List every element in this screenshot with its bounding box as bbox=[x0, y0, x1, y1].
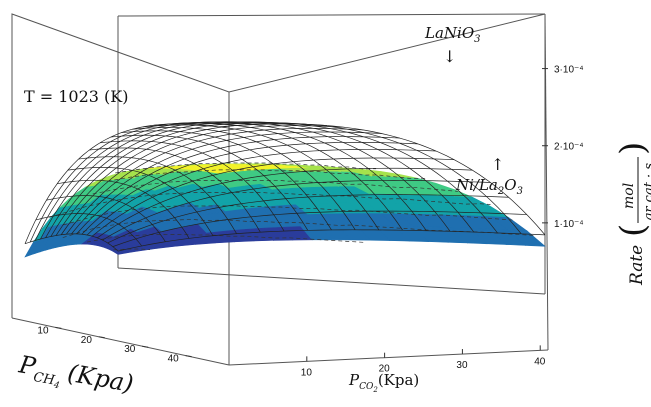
y-tick-mark bbox=[185, 355, 192, 358]
y-tick-mark bbox=[55, 326, 62, 329]
wire-line bbox=[112, 210, 527, 247]
wire-line bbox=[71, 131, 382, 235]
wire-line bbox=[45, 121, 291, 238]
wire-line bbox=[76, 136, 400, 235]
contour-line bbox=[86, 234, 364, 243]
series-label-lanio3: LaNiO3 bbox=[424, 24, 481, 45]
y-tick-mark bbox=[98, 336, 105, 339]
contour-line bbox=[115, 162, 377, 174]
contour-line bbox=[49, 191, 491, 218]
contour-line bbox=[113, 248, 151, 251]
wire-line bbox=[107, 194, 509, 244]
temperature-annotation: T = 1023 (K) bbox=[24, 87, 129, 106]
svg-text:(: ( bbox=[613, 224, 651, 237]
axis-ticks: 1·10⁻⁴ 2·10⁻⁴ 3·10⁻⁴ 10 20 30 40 10 20 30 40 bbox=[37, 65, 583, 379]
wire-line bbox=[40, 121, 273, 240]
x-axis-label: PCO2(Kpa) bbox=[348, 371, 419, 394]
wire-line bbox=[86, 149, 437, 236]
z-tick-label: 1·10⁻⁴ bbox=[554, 219, 584, 230]
contour-line bbox=[107, 169, 426, 182]
svg-text:Rate: Rate bbox=[627, 245, 647, 286]
z-axis-label: Rate ( mol gr cat · s ) bbox=[613, 142, 651, 286]
z-tick-label: 2·10⁻⁴ bbox=[554, 142, 584, 153]
x-tick-label: 10 bbox=[301, 367, 313, 378]
contour-line bbox=[92, 179, 458, 195]
wire-line bbox=[24, 123, 219, 244]
x-tick-label: 40 bbox=[534, 356, 546, 367]
svg-text:): ) bbox=[613, 142, 651, 155]
y-tick-label: 10 bbox=[37, 325, 49, 336]
y-tick-mark bbox=[142, 345, 149, 348]
wire-line bbox=[91, 157, 455, 237]
z-tick-label: 3·10⁻⁴ bbox=[554, 65, 584, 76]
wire-line bbox=[117, 229, 546, 252]
wire-line bbox=[60, 125, 346, 235]
wire-line bbox=[35, 121, 255, 241]
wire-line bbox=[66, 128, 364, 235]
series-arrow-lanio3: ↓ bbox=[443, 47, 456, 66]
surface-lanio3-wireframe bbox=[24, 121, 546, 252]
svg-text:gr cat · s: gr cat · s bbox=[642, 163, 651, 221]
contour-line bbox=[62, 219, 535, 238]
wire-line bbox=[29, 122, 237, 243]
y-tick-label: 40 bbox=[168, 354, 180, 365]
series-label-ni-la2o3: Ni/La2O3 bbox=[455, 176, 523, 197]
wire-line bbox=[97, 167, 473, 239]
wire-line bbox=[81, 142, 418, 235]
x-tick-label: 30 bbox=[456, 360, 468, 371]
wire-line bbox=[55, 123, 328, 236]
svg-text:mol: mol bbox=[621, 183, 637, 209]
series-arrow-ni-la2o3: ↑ bbox=[491, 155, 504, 174]
y-tick-label: 20 bbox=[81, 335, 93, 346]
bounding-box-front bbox=[11, 13, 549, 366]
x-tick-label: 20 bbox=[379, 364, 391, 375]
y-axis-label: PCH4 (Kpa) bbox=[15, 350, 136, 404]
y-tick-label: 30 bbox=[124, 344, 136, 355]
wire-line bbox=[102, 180, 491, 241]
